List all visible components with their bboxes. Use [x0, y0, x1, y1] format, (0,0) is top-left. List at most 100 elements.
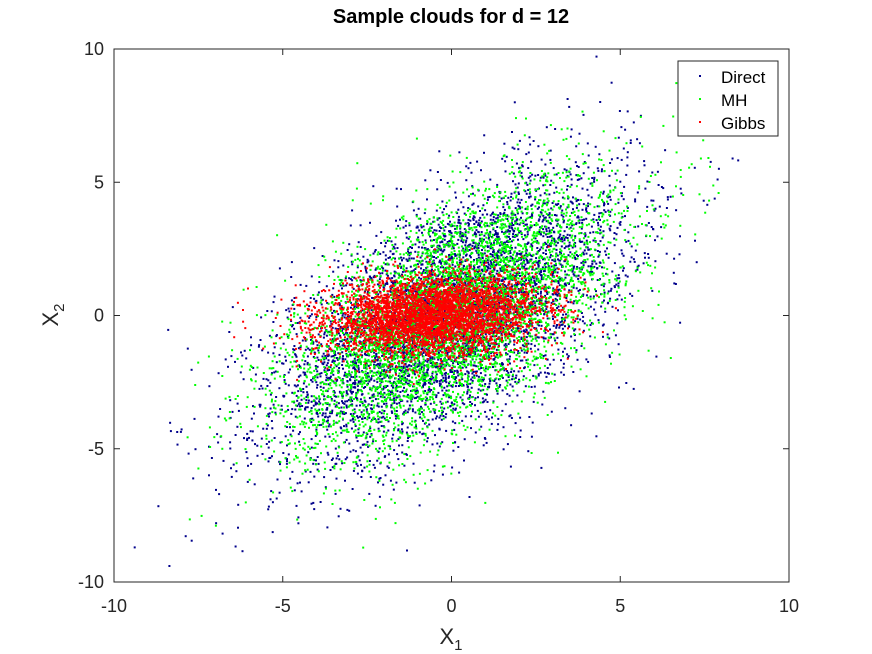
- point-direct: [555, 248, 558, 251]
- point-direct: [541, 220, 544, 223]
- point-direct: [275, 334, 278, 336]
- point-direct: [547, 214, 550, 216]
- point-direct: [459, 261, 462, 264]
- point-direct: [304, 407, 306, 410]
- point-direct: [236, 402, 239, 405]
- point-direct: [578, 203, 581, 206]
- point-direct: [310, 502, 313, 505]
- point-direct: [477, 396, 479, 399]
- point-direct: [336, 343, 339, 345]
- point-direct: [512, 224, 515, 226]
- point-direct: [378, 477, 381, 480]
- point-direct: [346, 332, 349, 335]
- point-direct: [549, 158, 552, 161]
- point-direct: [454, 378, 456, 381]
- point-direct: [435, 396, 438, 399]
- point-direct: [262, 377, 265, 380]
- point-direct: [475, 365, 478, 368]
- point-direct: [379, 477, 382, 479]
- point-direct: [346, 249, 349, 251]
- point-direct: [446, 352, 449, 354]
- point-direct: [422, 282, 425, 285]
- point-direct: [464, 244, 467, 247]
- point-direct: [487, 267, 490, 270]
- point-direct: [422, 378, 425, 381]
- point-direct: [509, 199, 512, 202]
- point-direct: [542, 390, 545, 393]
- point-direct: [322, 412, 325, 415]
- point-direct: [364, 290, 366, 293]
- point-direct: [417, 365, 420, 367]
- point-direct: [630, 256, 633, 259]
- point-direct: [534, 237, 537, 240]
- point-direct: [424, 179, 427, 182]
- point-direct: [250, 344, 253, 347]
- point-direct: [451, 385, 454, 388]
- point-direct: [459, 227, 462, 230]
- point-direct: [418, 276, 420, 279]
- point-direct: [539, 292, 542, 295]
- point-direct: [338, 367, 341, 369]
- point-direct: [460, 240, 463, 242]
- point-direct: [440, 418, 443, 421]
- point-direct: [359, 279, 362, 282]
- point-direct: [477, 270, 480, 273]
- point-direct: [627, 239, 630, 242]
- point-direct: [368, 413, 371, 416]
- point-direct: [669, 195, 672, 198]
- point-direct: [521, 306, 524, 309]
- point-direct: [355, 462, 358, 465]
- point-direct: [353, 383, 356, 386]
- point-direct: [596, 167, 599, 170]
- point-direct: [430, 378, 433, 381]
- point-direct: [438, 261, 441, 264]
- point-direct: [381, 354, 384, 357]
- point-direct: [250, 417, 253, 420]
- point-direct: [335, 357, 338, 359]
- point-direct: [570, 178, 573, 181]
- point-direct: [431, 273, 434, 276]
- point-direct: [341, 287, 343, 290]
- point-direct: [584, 234, 587, 236]
- point-direct: [331, 457, 334, 460]
- point-direct: [387, 453, 390, 456]
- point-direct: [629, 292, 632, 295]
- point-direct: [435, 209, 438, 212]
- point-direct: [598, 153, 601, 156]
- point-direct: [530, 258, 533, 261]
- point-direct: [540, 299, 543, 302]
- point-direct: [523, 254, 526, 257]
- point-direct: [632, 387, 635, 390]
- point-direct: [536, 241, 539, 244]
- point-direct: [397, 338, 400, 341]
- point-direct: [532, 374, 535, 377]
- point-direct: [532, 300, 535, 303]
- point-direct: [400, 370, 403, 372]
- point-direct: [526, 233, 529, 236]
- point-direct: [365, 380, 368, 382]
- point-direct: [341, 401, 344, 404]
- point-direct: [335, 395, 338, 398]
- point-direct: [569, 226, 572, 229]
- point-direct: [598, 212, 601, 215]
- point-direct: [215, 488, 217, 491]
- point-direct: [491, 223, 494, 226]
- point-direct: [386, 385, 389, 387]
- point-direct: [521, 165, 524, 168]
- point-direct: [418, 260, 421, 263]
- point-direct: [355, 375, 358, 378]
- point-direct: [316, 370, 319, 373]
- point-direct: [516, 222, 519, 225]
- point-direct: [548, 235, 551, 238]
- point-direct: [428, 388, 431, 390]
- point-direct: [318, 281, 321, 284]
- point-direct: [507, 309, 509, 312]
- point-direct: [349, 224, 352, 227]
- point-direct: [481, 213, 484, 216]
- point-direct: [417, 312, 420, 315]
- point-direct: [298, 402, 301, 405]
- point-direct: [356, 472, 359, 475]
- point-direct: [352, 376, 355, 379]
- point-direct: [379, 395, 382, 398]
- point-direct: [330, 459, 333, 461]
